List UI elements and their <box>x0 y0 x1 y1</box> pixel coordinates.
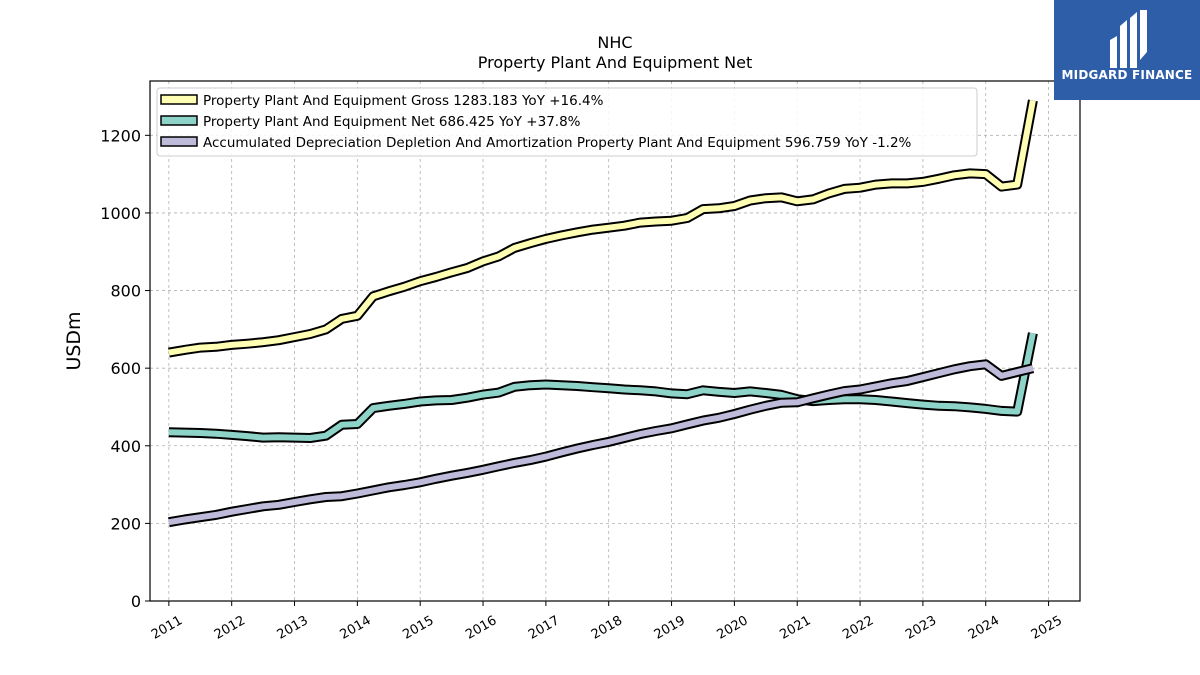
x-tick-label: 2011 <box>149 613 185 643</box>
series-line-0 <box>168 99 1036 356</box>
x-tick-label: 2022 <box>840 613 876 643</box>
y-tick-label: 200 <box>110 514 141 533</box>
series-line-2 <box>168 361 1034 526</box>
legend-swatch <box>160 94 198 105</box>
x-tick-label: 2018 <box>589 613 625 643</box>
y-tick-label: 800 <box>110 282 141 301</box>
x-tick-label: 2023 <box>903 613 939 643</box>
x-tick-label: 2024 <box>966 613 1002 643</box>
y-tick-label: 1000 <box>100 204 141 223</box>
legend-label: Property Plant And Equipment Gross 1283.… <box>203 93 604 109</box>
legend: Property Plant And Equipment Gross 1283.… <box>156 87 978 157</box>
legend-box <box>156 87 978 157</box>
y-tick-label: 0 <box>131 592 141 611</box>
legend-label: Property Plant And Equipment Net 686.425… <box>203 114 581 130</box>
y-tick-label: 1200 <box>100 126 141 145</box>
x-tick-label: 2012 <box>212 613 248 643</box>
logo-mark-icon <box>1110 10 1147 68</box>
x-tick-label: 2019 <box>652 613 688 643</box>
y-tick-label: 400 <box>110 437 141 456</box>
x-tick-label: 2020 <box>715 613 751 643</box>
x-tick-label: 2016 <box>463 613 499 643</box>
chart-title: NHC <box>597 33 632 52</box>
x-tick-label: 2025 <box>1029 613 1065 643</box>
legend-swatch <box>160 136 198 147</box>
x-tick-label: 2014 <box>338 613 374 643</box>
legend-swatch <box>160 115 198 126</box>
y-axis-label: USDm <box>63 311 85 370</box>
brand-logo: MIDGARD FINANCE <box>1054 0 1200 100</box>
y-axis-ticks: 0 200 400 600 800 1000 1200 <box>100 126 150 611</box>
x-tick-label: 2021 <box>777 613 813 643</box>
x-tick-label: 2017 <box>526 613 562 643</box>
y-tick-label: 600 <box>110 359 141 378</box>
x-tick-label: 2015 <box>400 613 436 643</box>
logo-text: MIDGARD FINANCE <box>1061 68 1193 82</box>
series-lines <box>168 99 1038 528</box>
legend-label: Accumulated Depreciation Depletion And A… <box>203 135 912 151</box>
series-line-1 <box>168 332 1036 441</box>
x-tick-label: 2013 <box>275 613 311 643</box>
plot-frame <box>149 80 1081 602</box>
chart-subtitle: Property Plant And Equipment Net <box>478 53 753 72</box>
x-axis-ticks: 2011 2012 2013 2014 2015 2016 2017 2018 2019 2020… <box>149 601 1065 643</box>
